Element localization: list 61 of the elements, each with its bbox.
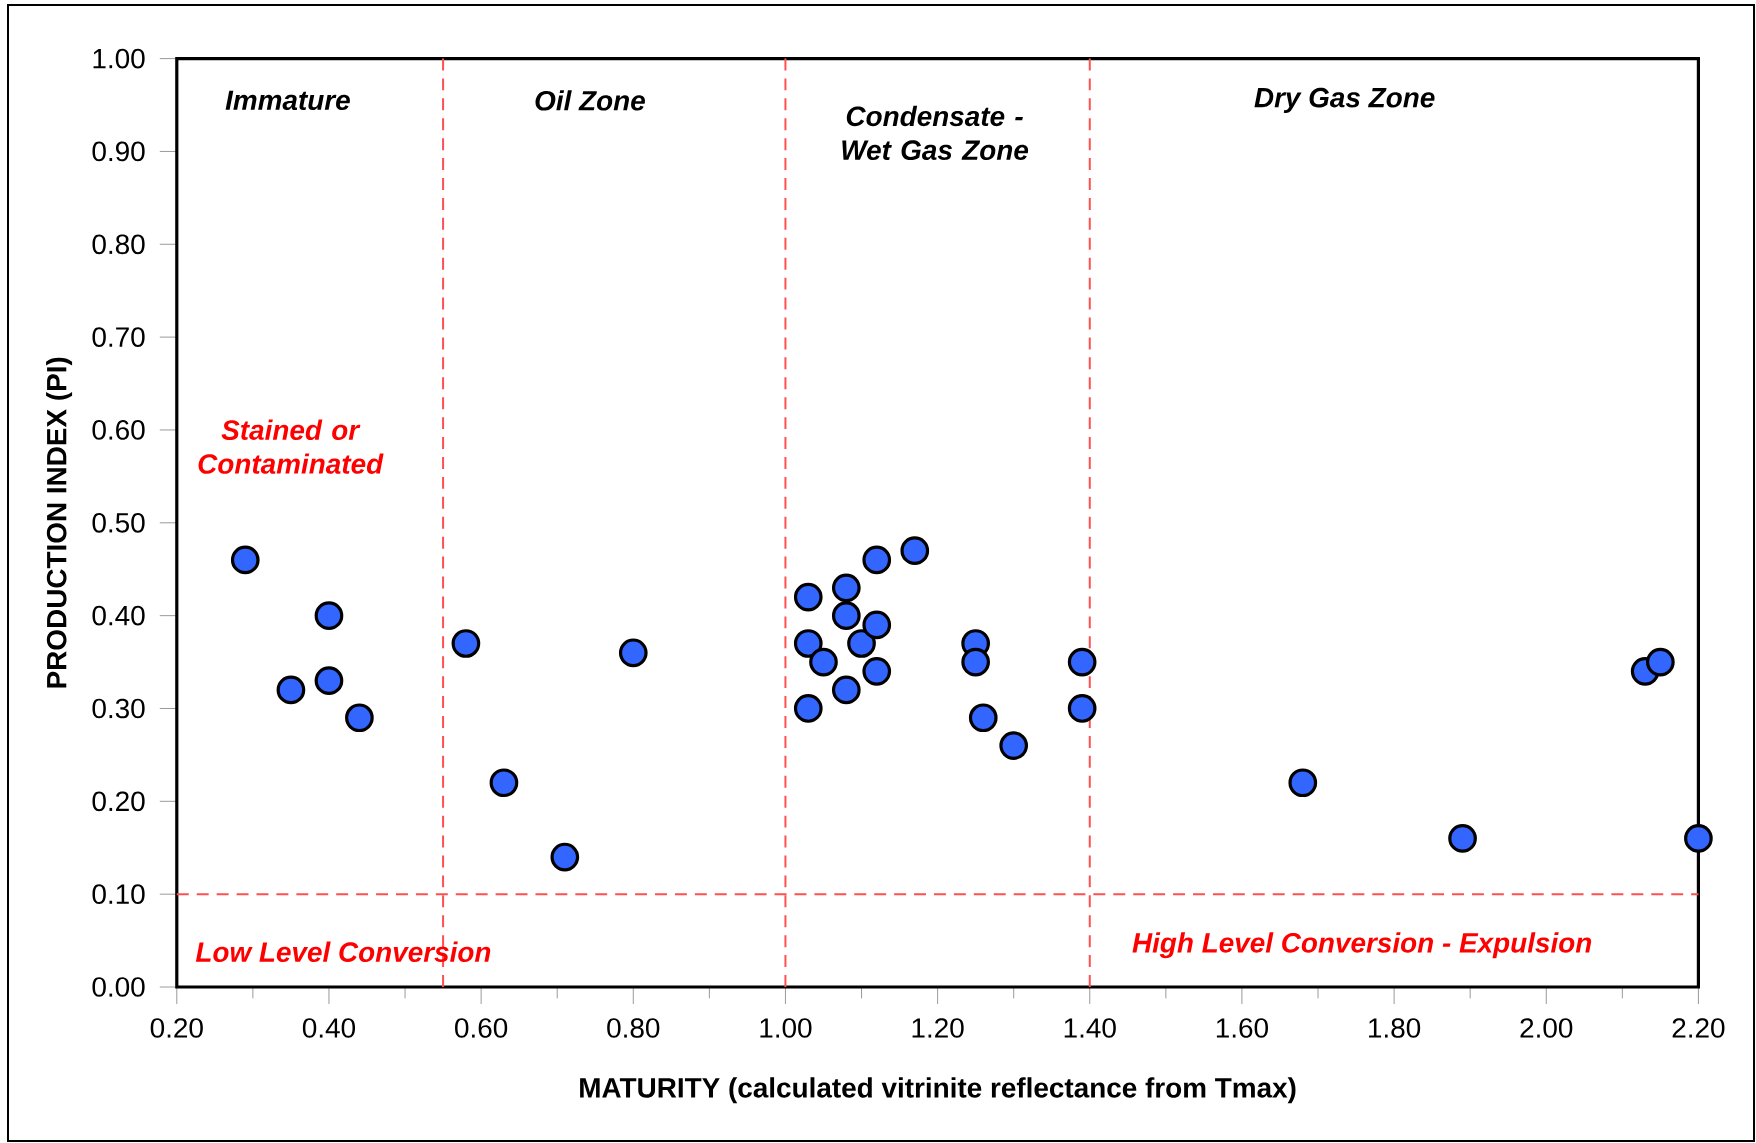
annotation: Stained or Contaminated: [198, 419, 384, 474]
point: [276, 675, 306, 705]
annotation: Immature: [225, 90, 350, 111]
annotation: Low Level Conversion: [195, 941, 491, 962]
point: [314, 601, 344, 630]
point: [831, 601, 861, 630]
x-tick-label: 1.20: [912, 1018, 964, 1038]
x-tick-label: 2.00: [1520, 1018, 1573, 1038]
point: [793, 694, 823, 723]
annotation: Dry Gas Zone: [1254, 87, 1435, 114]
point: [314, 666, 344, 695]
point: [1288, 768, 1318, 798]
y-tick-label: 0.20: [92, 791, 145, 812]
point: [1684, 824, 1713, 853]
x-tick-label: 0.80: [607, 1018, 660, 1038]
y-tick-label: 0.70: [92, 327, 145, 347]
point: [345, 703, 374, 733]
annotation: High Level Conversion - Expulsion: [1132, 932, 1592, 959]
annotation: Condensate - Wet Gas Zone: [842, 105, 1029, 161]
point: [999, 731, 1029, 760]
point: [1067, 694, 1097, 723]
x-tick-label: 0.40: [302, 1018, 356, 1038]
y-tick-label: 0.00: [92, 977, 145, 997]
point: [793, 582, 823, 612]
point: [809, 647, 838, 677]
point: [968, 703, 998, 733]
x-tick-label: 1.80: [1369, 1018, 1421, 1038]
point: [230, 545, 260, 575]
y-tick-label: 0.10: [92, 884, 145, 905]
x-tick-label: 0.20: [150, 1018, 203, 1038]
x-axis-title: MATURITY (calculated vitrinite reflectance from Tmax): [580, 1077, 1296, 1104]
point: [831, 573, 861, 603]
y-tick-label: 0.40: [92, 605, 145, 626]
x-tick-label: 0.60: [455, 1018, 508, 1038]
x-tick-label: 1.40: [1064, 1018, 1116, 1038]
point: [862, 656, 892, 686]
point: [1067, 647, 1097, 677]
point: [451, 629, 481, 658]
y-tick-label: 0.60: [92, 420, 145, 440]
point: [961, 647, 990, 677]
x-tick-label: 1.60: [1216, 1018, 1268, 1038]
y-tick-label: 0.90: [92, 141, 145, 162]
point: [1646, 647, 1675, 677]
y-tick-label: 0.30: [92, 698, 145, 719]
x-tick-label: 1.00: [760, 1018, 812, 1038]
point: [862, 545, 892, 575]
point: [900, 536, 930, 566]
point: [550, 842, 580, 872]
y-tick-label: 1.00: [93, 48, 145, 69]
point: [618, 638, 648, 668]
y-tick-label: 0.50: [92, 512, 145, 533]
annotation: Oil Zone: [535, 90, 645, 111]
point: [862, 610, 892, 640]
point: [489, 768, 519, 798]
point: [1448, 824, 1477, 853]
y-tick-label: 0.80: [92, 234, 145, 255]
point: [793, 629, 823, 658]
y-axis-title: PRODUCTION INDEX (PI): [46, 357, 73, 688]
point: [831, 675, 861, 705]
x-tick-label: 2.20: [1672, 1018, 1725, 1038]
point: [847, 629, 876, 658]
